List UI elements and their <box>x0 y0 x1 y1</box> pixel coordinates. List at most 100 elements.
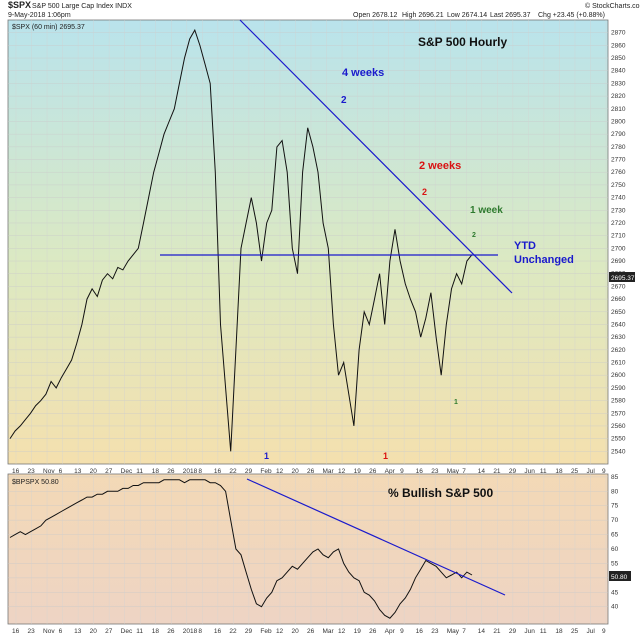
x-tick-label: May <box>447 628 460 635</box>
x-tick-label: 9 <box>400 628 404 635</box>
y-tick-label: 2670 <box>611 283 626 290</box>
x-tick-label: 8 <box>198 468 202 475</box>
header-low: Low 2674.14 <box>447 12 487 19</box>
y-tick-label: 60 <box>611 546 619 553</box>
y-tick-label: 75 <box>611 503 619 510</box>
x-tick-label: 9 <box>602 628 606 635</box>
x-tick-label: 26 <box>167 468 175 475</box>
y-tick-label: 2860 <box>611 42 626 49</box>
annotation-ytd: YTD <box>514 240 536 252</box>
x-tick-label: 25 <box>571 468 579 475</box>
bottom-price-box <box>609 571 631 581</box>
bullish-percent-line <box>9 479 473 619</box>
x-tick-label: 14 <box>478 468 486 475</box>
y-tick-label: 2570 <box>611 410 626 417</box>
x-tick-label: 11 <box>540 628 547 635</box>
x-tick-label: 18 <box>152 628 160 635</box>
x-tick-label: 21 <box>493 468 501 475</box>
x-tick-label: 29 <box>245 628 253 635</box>
x-tick-label: 29 <box>509 628 517 635</box>
x-tick-label: 12 <box>276 628 284 635</box>
x-tick-label: 26 <box>369 468 377 475</box>
bullish-trendline <box>246 478 506 596</box>
top-series-label: $SPX (60 min) 2695.37 <box>12 24 85 31</box>
annotation-unchanged: Unchanged <box>514 254 574 266</box>
bottom-x-axis: 16 23 Nov 6 13 20 27 Dec 11 18 26 2018 8 16 22 29 Feb 12 2… <box>12 628 606 635</box>
header-date: 9-May-2018 1:06pm <box>8 12 71 19</box>
annotation-wave-1-blue: 1 <box>264 451 269 461</box>
x-tick-label: 13 <box>74 628 82 635</box>
x-tick-label: 11 <box>136 468 143 475</box>
x-tick-label: 16 <box>214 628 222 635</box>
x-tick-label: 16 <box>12 628 20 635</box>
x-tick-label: Jul <box>586 468 595 475</box>
x-tick-label: 13 <box>74 468 82 475</box>
x-tick-label: 29 <box>509 468 517 475</box>
x-tick-label: 18 <box>152 468 160 475</box>
x-tick-label: 18 <box>555 468 563 475</box>
y-tick-label: 2760 <box>611 169 626 176</box>
spx-price-line <box>9 28 473 452</box>
y-tick-label: 2560 <box>611 423 626 430</box>
y-tick-label: 2660 <box>611 296 626 303</box>
annotation-4-weeks: 4 weeks <box>342 67 384 79</box>
top-chart-title: S&P 500 Hourly <box>418 35 507 49</box>
x-tick-label: Jul <box>586 628 595 635</box>
y-tick-label: 2790 <box>611 131 626 138</box>
top-panel-background <box>7 19 609 465</box>
bottom-y-axis: 40455055606570758085 <box>611 474 619 611</box>
y-tick-label: 2540 <box>611 448 626 455</box>
y-tick-label: 2550 <box>611 436 626 443</box>
y-tick-label: 40 <box>611 604 619 611</box>
x-tick-label: May <box>447 468 460 475</box>
x-tick-label: 9 <box>602 468 606 475</box>
x-tick-label: Nov <box>43 628 55 635</box>
x-tick-label: Jun <box>524 628 535 635</box>
y-tick-label: 65 <box>611 532 619 539</box>
top-price-box-value: 2695.37 <box>611 275 635 282</box>
x-tick-label: 20 <box>90 628 98 635</box>
header-open: Open 2678.12 <box>353 12 397 19</box>
x-tick-label: Apr <box>385 468 396 475</box>
x-tick-label: 27 <box>105 468 113 475</box>
y-tick-label: 2730 <box>611 207 626 214</box>
y-tick-label: 55 <box>611 560 619 567</box>
x-tick-label: 25 <box>571 628 579 635</box>
x-tick-label: 7 <box>462 628 466 635</box>
x-tick-label: 2018 <box>183 628 198 635</box>
bottom-grid <box>8 474 608 624</box>
y-tick-label: 2700 <box>611 245 626 252</box>
x-tick-label: 2018 <box>183 468 198 475</box>
x-tick-label: 14 <box>478 628 486 635</box>
y-tick-label: 2810 <box>611 106 626 113</box>
y-tick-label: 70 <box>611 517 619 524</box>
x-tick-label: 8 <box>198 628 202 635</box>
x-tick-label: 20 <box>291 628 299 635</box>
y-tick-label: 85 <box>611 474 619 481</box>
y-tick-label: 2710 <box>611 233 626 240</box>
x-tick-label: 26 <box>307 628 315 635</box>
y-tick-label: 2750 <box>611 182 626 189</box>
x-tick-label: Dec <box>121 468 133 475</box>
y-tick-label: 2780 <box>611 144 626 151</box>
x-tick-label: 23 <box>28 468 36 475</box>
x-tick-label: 12 <box>338 628 346 635</box>
y-tick-label: 2640 <box>611 321 626 328</box>
header-last: Last 2695.37 <box>490 12 531 19</box>
x-tick-label: Feb <box>260 468 272 475</box>
x-tick-label: 23 <box>28 628 36 635</box>
bottom-chart-title: % Bullish S&P 500 <box>388 486 493 500</box>
y-tick-label: 2620 <box>611 347 626 354</box>
header-description: S&P 500 Large Cap Index INDX <box>32 3 132 10</box>
annotation-2-weeks: 2 weeks <box>419 160 461 172</box>
annotation-wave-2-green: 2 <box>472 232 476 239</box>
x-tick-label: 20 <box>291 468 299 475</box>
x-tick-label: 22 <box>229 468 237 475</box>
x-tick-label: 16 <box>416 468 424 475</box>
x-tick-label: 29 <box>245 468 253 475</box>
annotation-1-week: 1 week <box>470 205 503 216</box>
y-tick-label: 2840 <box>611 68 626 75</box>
x-tick-label: 9 <box>400 468 404 475</box>
x-tick-label: 6 <box>59 628 63 635</box>
